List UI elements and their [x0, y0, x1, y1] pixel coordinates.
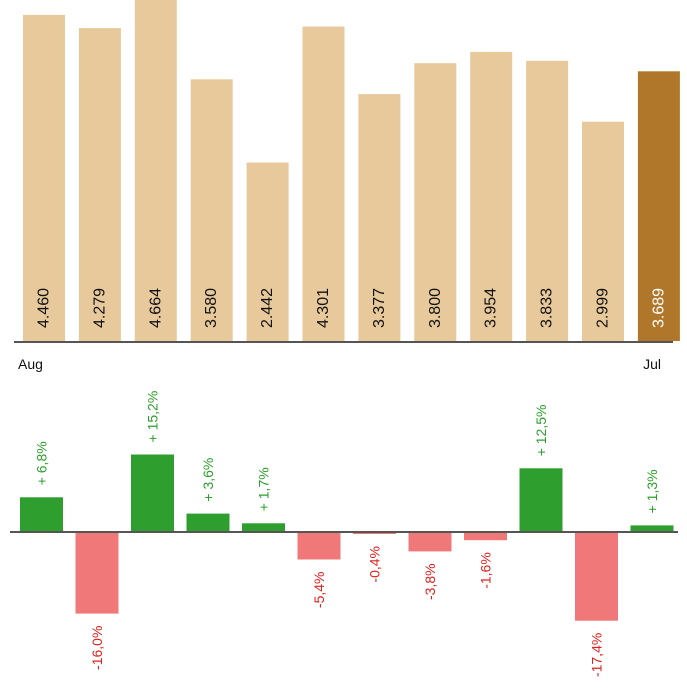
change-label-7: -0,4% — [367, 546, 383, 583]
change-label-11: -17,4% — [589, 633, 605, 677]
x-axis-label-first: Aug — [18, 356, 43, 372]
change-label-10: + 12,5% — [533, 405, 549, 457]
value-label-7: 3.377 — [371, 288, 388, 328]
change-bar-4 — [186, 513, 230, 532]
change-bar-12 — [630, 525, 674, 532]
value-label-11: 2.999 — [595, 288, 612, 328]
x-axis-label-last: Jul — [643, 356, 661, 372]
change-bar-9 — [464, 532, 507, 541]
value-label-2: 4.279 — [91, 288, 108, 328]
value-label-8: 3.800 — [427, 288, 444, 328]
change-label-4: + 3,6% — [200, 458, 216, 502]
change-bar-3 — [131, 454, 174, 532]
value-label-4: 3.580 — [203, 288, 220, 328]
value-bar-9 — [470, 51, 513, 342]
value-bar-5 — [246, 162, 289, 341]
value-bar-7 — [358, 94, 401, 341]
value-bar-4 — [190, 79, 233, 342]
value-label-9: 3.954 — [483, 288, 500, 328]
value-label-12: 3.689 — [650, 288, 667, 328]
change-bar-10 — [519, 468, 563, 532]
value-label-1: 4.460 — [36, 288, 53, 328]
change-label-5: + 1,7% — [256, 467, 272, 511]
change-label-6: -5,4% — [311, 572, 327, 609]
value-bar-8 — [414, 63, 457, 341]
monthly-change-chart: + 6,8% -16,0% + 15,2% + 3,6% + 1,7% -5,4% -0,4… — [20, 391, 674, 677]
value-bar-6 — [302, 26, 345, 341]
change-bar-5 — [242, 523, 285, 532]
value-bar-12 — [637, 71, 680, 342]
change-label-3: + 15,2% — [145, 391, 161, 443]
change-label-12: + 1,3% — [644, 469, 660, 513]
change-label-8: -3,8% — [422, 563, 438, 600]
change-label-1: + 6,8% — [34, 441, 50, 485]
change-bar-6 — [297, 532, 341, 560]
change-bar-11 — [575, 532, 618, 621]
value-bar-1 — [23, 14, 65, 342]
change-label-2: -16,0% — [89, 626, 105, 670]
change-bar-1 — [20, 497, 63, 532]
change-bar-8 — [408, 532, 452, 552]
change-bar-2 — [75, 532, 119, 614]
value-label-3: 4.664 — [147, 288, 164, 328]
value-bar-10 — [526, 60, 569, 342]
value-bar-2 — [78, 28, 121, 341]
value-label-5: 2.442 — [259, 288, 276, 328]
value-bar-11 — [582, 121, 624, 341]
change-label-9: -1,6% — [478, 552, 494, 589]
monthly-values-chart: 4.460 4.279 4.664 3.580 2.442 4.301 3.377 3.800… — [23, 0, 680, 342]
value-label-10: 3.833 — [539, 288, 556, 328]
value-label-6: 4.301 — [315, 288, 332, 328]
value-bar-3 — [134, 0, 177, 341]
